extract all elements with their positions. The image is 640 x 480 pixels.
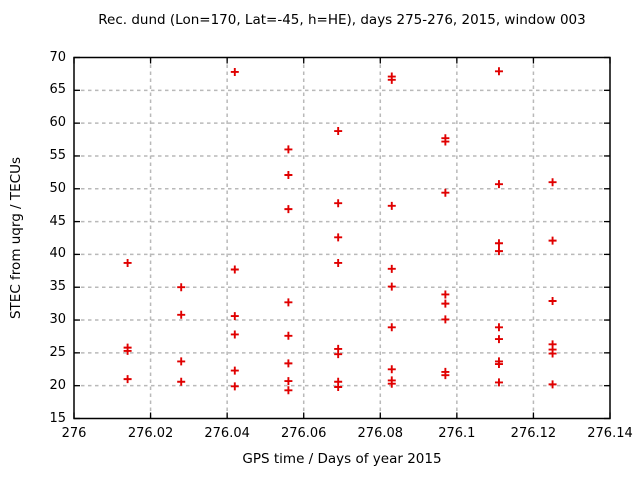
y-tick-label: 20 [49,377,66,393]
x-tick-label: 276 [61,426,87,441]
x-tick-label: 276.14 [587,426,633,441]
x-axis-label: GPS time / Days of year 2015 [242,451,442,467]
y-tick-label: 40 [49,246,66,262]
data-points-plus-markers [123,67,557,395]
x-tick-label: 276.02 [127,426,174,441]
x-tick-label: 276.1 [438,426,476,441]
y-tick-label: 55 [49,147,66,163]
chart-title: Rec. dund (Lon=170, Lat=-45, h=HE), days… [98,12,586,28]
x-tick-label: 276.06 [280,426,327,441]
y-tick-label: 60 [49,115,66,131]
x-tick-label: 276.12 [510,426,557,441]
y-tick-label: 35 [49,279,66,295]
x-tick-label: 276.08 [357,426,404,441]
y-tick-label: 30 [49,312,66,328]
x-tick-label: 276.04 [204,426,250,441]
y-tick-label: 65 [49,82,66,98]
plot-frame [73,56,611,420]
y-tick-label: 70 [49,49,66,65]
y-tick-label: 50 [49,180,66,196]
y-tick-label: 15 [49,410,66,426]
y-tick-label: 45 [49,213,66,229]
y-tick-label: 25 [49,344,66,360]
